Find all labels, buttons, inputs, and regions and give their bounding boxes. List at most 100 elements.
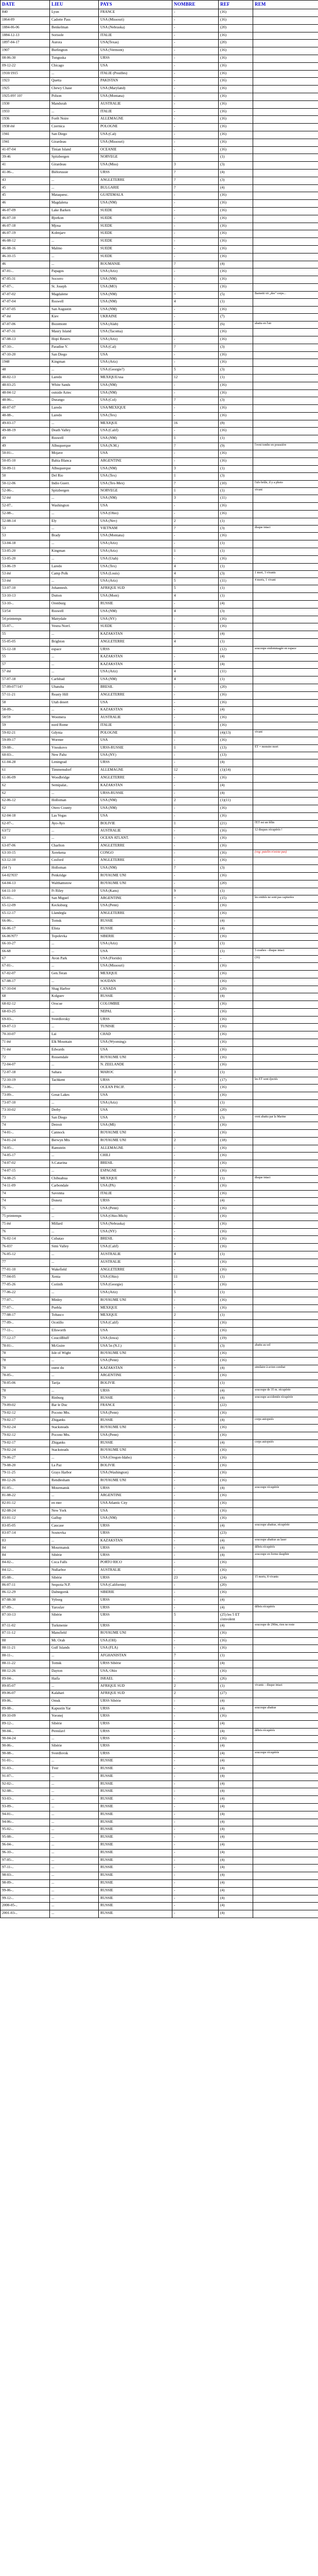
- table-row: 79-02-24 Stacksteads ROYAUME UNI - (16): [0, 1424, 318, 1433]
- cell-nombre: -: [172, 1910, 219, 1918]
- cell-rem: [253, 872, 318, 880]
- cell-date: 91-03-..: [0, 1765, 50, 1773]
- cell-lieu: Vnoukovo: [49, 744, 99, 752]
- cell-ref: (16): [218, 1220, 253, 1229]
- cell-lieu: ...: [49, 1879, 99, 1888]
- cell-rem: [253, 910, 318, 918]
- cell-pays: USA (Floride): [98, 955, 172, 963]
- cell-pays: ARGENTINE: [98, 895, 172, 903]
- cell-nombre: -: [172, 1713, 219, 1721]
- cell-nombre: 4: [172, 563, 219, 571]
- cell-lieu: Cosford: [49, 857, 99, 866]
- cell-rem: [253, 548, 318, 556]
- cell-lieu: Puebla: [49, 1304, 99, 1313]
- cell-lieu: Stacksteads: [49, 1446, 99, 1455]
- table-row: 53/54 Roswell USA (NM) 4 (3): [0, 607, 318, 616]
- cell-ref: (4): [218, 1788, 253, 1797]
- cell-lieu: ...: [49, 238, 99, 246]
- cell-nombre: -: [172, 872, 219, 880]
- cell-lieu: Carbondale: [49, 1182, 99, 1191]
- cell-rem: [253, 1652, 318, 1661]
- column-header-nombre: NOMBRE: [172, 0, 219, 10]
- table-row: 48... USA (Georgie?) 5 (3): [0, 366, 318, 375]
- cell-nombre: -: [172, 600, 219, 608]
- cell-pays: USA (Ariz): [98, 668, 172, 677]
- cell-nombre: -: [172, 1349, 219, 1358]
- cell-date: 08-06-30: [0, 55, 50, 63]
- cell-rem: [253, 495, 318, 503]
- cell-date: 82-01-12: [0, 1499, 50, 1508]
- cell-nombre: -: [172, 131, 219, 139]
- cell-rem: [253, 1566, 318, 1575]
- cell-nombre: ?: [172, 176, 219, 185]
- cell-pays: USA (Missouri): [98, 962, 172, 971]
- cell-rem: l'ET est un félin: [253, 820, 318, 828]
- cell-ref: (16): [218, 1228, 253, 1236]
- cell-ref: (16): [218, 1091, 253, 1100]
- cell-pays: KAZAKSTAN: [98, 1537, 172, 1545]
- cell-ref: (4): [218, 1537, 253, 1545]
- cell-rem: [253, 1129, 318, 1138]
- cell-rem: [253, 214, 318, 223]
- cell-pays: RUSSIE: [98, 1772, 172, 1781]
- table-row: 50-01-.. Mojave USA - (16): [0, 450, 318, 458]
- cell-nombre: -: [172, 100, 219, 109]
- cell-lieu: Forêt Noire: [49, 115, 99, 124]
- cell-ref: (3): [218, 1114, 253, 1123]
- cell-lieu: Utah desert: [49, 699, 99, 707]
- table-row: 94-01-..... RUSSIE - (4): [0, 1810, 318, 1819]
- cell-rem: [253, 1274, 318, 1282]
- cell-rem: [253, 940, 318, 949]
- table-row: 63... OCEAN ATLANT. - (16): [0, 834, 318, 843]
- table-row: 77-11-.. Ellsworth USA - (16): [0, 1327, 318, 1335]
- table-row: 86-07-11 Sequoia N.P. USA (Californie) - (20…: [0, 1581, 318, 1590]
- cell-lieu: Avon Park: [49, 955, 99, 963]
- cell-lieu: Reasty Hill: [49, 691, 99, 700]
- cell-rem: [253, 85, 318, 94]
- cell-lieu: Corinth: [49, 1281, 99, 1290]
- cell-date: 87-09-..: [0, 1604, 50, 1612]
- cell-nombre: -: [172, 9, 219, 18]
- cell-rem: [253, 1266, 318, 1275]
- cell-lieu: La Paz: [49, 1462, 99, 1470]
- cell-ref: (16): [218, 1015, 253, 1024]
- cell-lieu: Laredo: [49, 563, 99, 571]
- cell-pays: USA (Georgie): [98, 1281, 172, 1290]
- cell-date: 46-07-19: [0, 230, 50, 239]
- table-row: 72-10-19 Tachkent URSS + (17) les ET sont éje…: [0, 1077, 318, 1085]
- cell-nombre: -: [172, 1122, 219, 1130]
- cell-ref: (4): [218, 600, 253, 608]
- cell-rem: [253, 359, 318, 367]
- cell-rem: [253, 161, 318, 170]
- cell-date: 71 été: [0, 1046, 50, 1055]
- cell-date: 62: [0, 782, 50, 790]
- table-row: 46... ROUMANIE? (4): [0, 260, 318, 269]
- cell-nombre: -: [172, 1266, 219, 1275]
- cell-rem: [253, 1629, 318, 1638]
- table-row: 77-09-.. Ocotillo USA (Calif) - (16): [0, 1319, 318, 1328]
- cell-date: 62: [0, 789, 50, 798]
- cell-date: 84-02-..: [0, 1558, 50, 1567]
- cell-pays: URSS: [98, 1530, 172, 1538]
- cell-nombre: -: [172, 623, 219, 632]
- cell-rem: [253, 977, 318, 986]
- cell-nombre: -: [172, 1387, 219, 1395]
- cell-lieu: Socorro: [49, 276, 99, 284]
- cell-date: 79-02-17: [0, 1439, 50, 1447]
- cell-pays: USA (NM): [98, 676, 172, 684]
- cell-nombre: -: [172, 222, 219, 231]
- cell-rem: [253, 1742, 318, 1751]
- cell-lieu: ...: [49, 1251, 99, 1259]
- cell-ref: (4): [218, 1795, 253, 1804]
- cell-pays: USA (Cal): [98, 131, 172, 139]
- cell-nombre: -: [172, 1167, 219, 1176]
- cell-pays: RUSSIE: [98, 1872, 172, 1880]
- cell-lieu: ...: [49, 940, 99, 949]
- cell-date: 62-07-..: [0, 820, 50, 828]
- cell-pays: USA (Missouri): [98, 16, 172, 25]
- cell-lieu: ...: [49, 1757, 99, 1766]
- cell-rem: [253, 1304, 318, 1313]
- cell-lieu: ...: [49, 1894, 99, 1903]
- cell-lieu: CoucilBluff: [49, 1334, 99, 1343]
- cell-rem: [253, 39, 318, 48]
